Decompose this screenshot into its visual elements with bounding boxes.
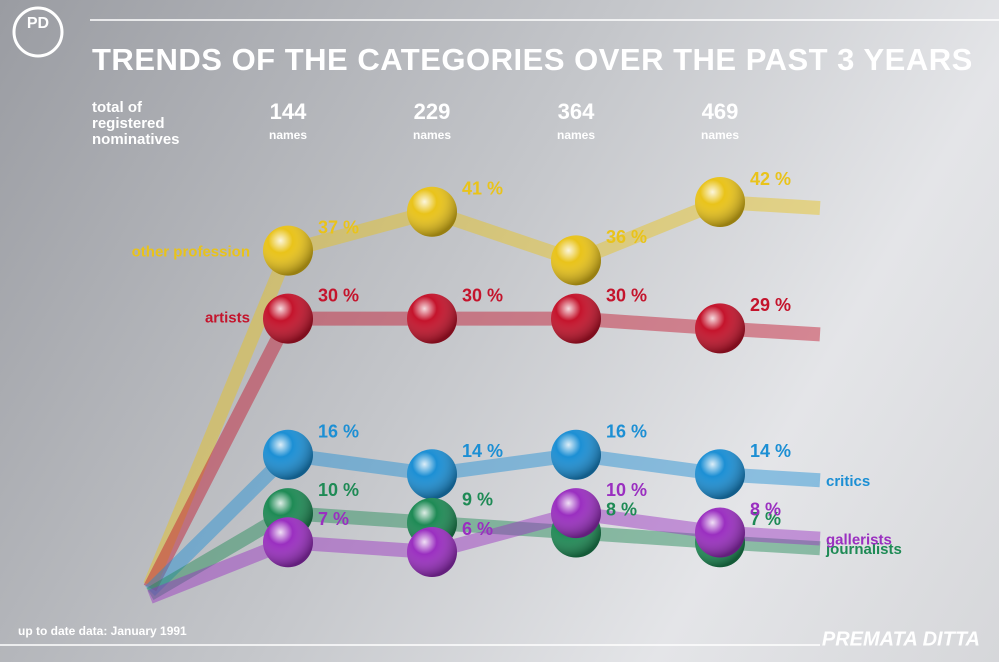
logo	[12, 6, 64, 58]
series-label: journalists	[825, 541, 902, 558]
point-shine	[407, 293, 457, 344]
point-shine	[407, 527, 457, 577]
series-label: critics	[826, 473, 870, 490]
point-shine	[551, 293, 601, 344]
header-label: registered	[92, 115, 165, 132]
data-label: 8 %	[606, 499, 637, 519]
point-shine	[695, 177, 745, 227]
data-label: 36 %	[606, 227, 647, 247]
point-shine	[695, 507, 745, 558]
data-label: 14 %	[750, 441, 791, 461]
data-label: 30 %	[606, 285, 647, 305]
category-unit: names	[701, 128, 739, 142]
point-shine	[263, 225, 313, 276]
series-label: artists	[205, 310, 250, 327]
point-shine	[551, 235, 601, 286]
data-label: 8 %	[750, 499, 781, 519]
point-shine	[407, 186, 457, 237]
data-label: 10 %	[318, 480, 359, 500]
point-shine	[263, 517, 313, 568]
data-label: 16 %	[606, 422, 647, 442]
data-label: 6 %	[462, 519, 493, 539]
header-label: total of	[92, 99, 143, 116]
data-label: 29 %	[750, 295, 791, 315]
point-shine	[695, 449, 745, 500]
category-count: 144	[270, 99, 307, 124]
point-shine	[407, 449, 457, 500]
logo-text: PD	[27, 15, 49, 32]
category-unit: names	[557, 128, 595, 142]
header-label: nominatives	[92, 131, 180, 148]
category-count: 469	[702, 99, 739, 124]
point-shine	[551, 488, 601, 539]
data-label: 30 %	[462, 285, 503, 305]
data-label: 10 %	[606, 480, 647, 500]
category-count: 229	[414, 99, 451, 124]
point-shine	[551, 429, 601, 480]
category-unit: names	[269, 128, 307, 142]
category-unit: names	[413, 128, 451, 142]
data-label: 16 %	[318, 422, 359, 442]
point-shine	[263, 429, 313, 480]
data-label: 37 %	[318, 217, 359, 237]
data-label: 42 %	[750, 169, 791, 189]
series-label: other profession	[132, 244, 250, 261]
point-shine	[263, 293, 313, 344]
series-label: gallerists	[826, 532, 892, 549]
data-label: 7 %	[750, 509, 781, 529]
data-label: 9 %	[462, 490, 493, 510]
chart-title: TRENDS OF THE CATEGORIES OVER THE PAST 3…	[92, 42, 973, 77]
data-label: 7 %	[318, 509, 349, 529]
data-label: 14 %	[462, 441, 503, 461]
data-label: 30 %	[318, 285, 359, 305]
point-shine	[695, 303, 745, 354]
category-count: 364	[558, 99, 595, 124]
data-label: 41 %	[462, 178, 503, 198]
brand: PREMATA DITTA	[822, 628, 980, 650]
footnote: up to date data: January 1991	[18, 624, 187, 638]
